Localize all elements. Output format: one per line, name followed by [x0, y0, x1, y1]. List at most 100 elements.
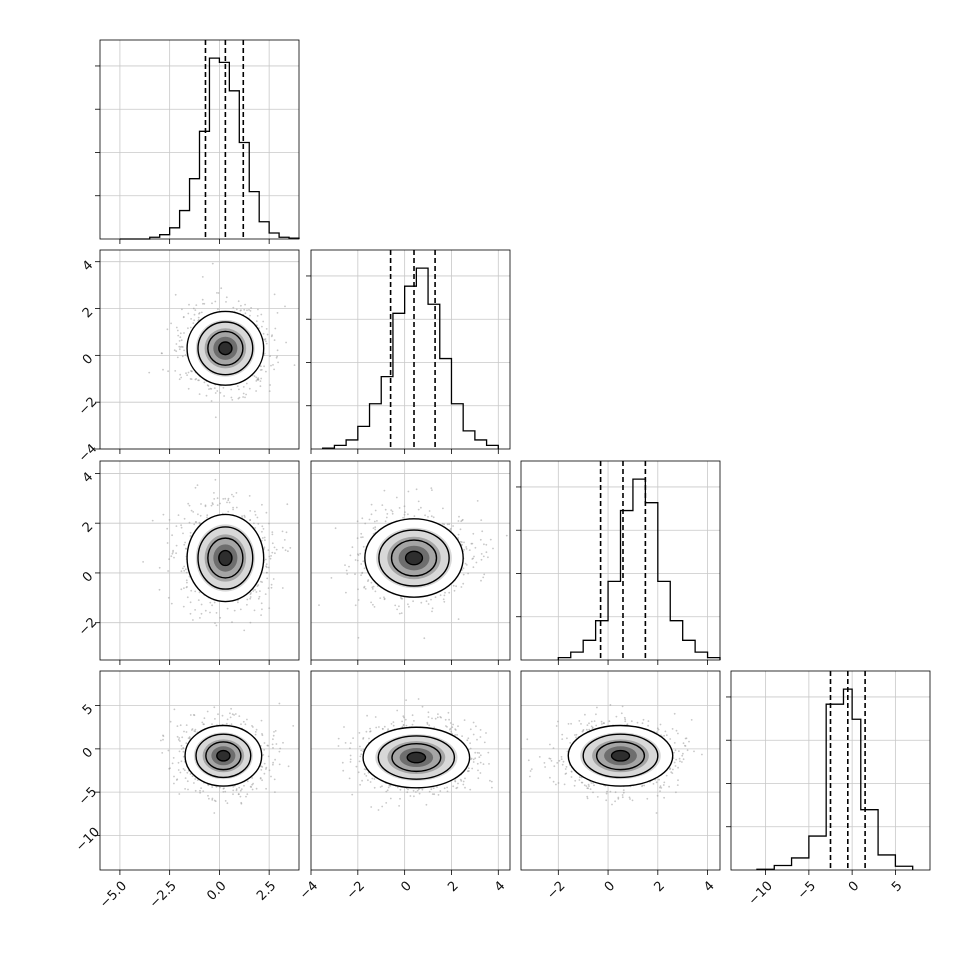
scatter-point — [463, 719, 466, 721]
scatter-point — [240, 309, 242, 312]
scatter-point — [675, 791, 677, 794]
density-level — [406, 551, 422, 565]
scatter-point — [431, 607, 434, 610]
scatter-point — [203, 717, 206, 720]
scatter-point — [391, 512, 394, 515]
scatter-point — [349, 747, 351, 750]
scatter-point — [260, 614, 262, 616]
scatter-point — [142, 561, 145, 563]
scatter-point — [273, 546, 276, 549]
scatter-point — [411, 723, 414, 726]
scatter-point — [170, 555, 173, 558]
scatter-point — [460, 780, 463, 782]
scatter-point — [383, 596, 385, 599]
scatter-point — [219, 616, 222, 619]
scatter-point — [417, 698, 420, 700]
scatter-point — [177, 769, 180, 771]
scatter-point — [238, 396, 241, 399]
scatter-point — [359, 783, 361, 786]
scatter-point — [412, 789, 415, 792]
scatter-point — [176, 329, 179, 332]
scatter-point — [213, 387, 216, 389]
scatter-point — [464, 777, 466, 780]
scatter-point — [211, 262, 214, 265]
scatter-point — [596, 706, 598, 709]
scatter-point — [243, 629, 246, 632]
scatter-point — [206, 710, 209, 713]
scatter-point — [385, 802, 388, 804]
scatter-point — [195, 521, 198, 523]
scatter-point — [449, 722, 452, 724]
scatter-point — [177, 514, 180, 516]
scatter-point — [214, 392, 217, 394]
scatter-point — [186, 771, 189, 774]
scatter-point — [578, 779, 581, 781]
histogram-step — [756, 688, 914, 870]
scatter-point — [151, 519, 154, 522]
scatter-point — [184, 568, 187, 571]
scatter-point — [180, 748, 183, 750]
scatter-point — [199, 617, 201, 619]
histogram-step — [557, 478, 721, 660]
scatter-point — [216, 504, 219, 506]
scatter-point — [200, 503, 202, 505]
scatter-point — [266, 577, 269, 580]
scatter-point — [473, 555, 475, 558]
scatter-point — [360, 563, 363, 565]
scatter-point — [217, 308, 219, 310]
scatter-point — [276, 355, 278, 358]
scatter-point — [401, 597, 404, 600]
scatter-point — [396, 786, 399, 789]
scatter-point — [447, 711, 450, 714]
scatter-point — [479, 761, 482, 764]
scatter-point — [232, 793, 234, 796]
scatter-point — [245, 382, 248, 385]
scatter-point — [318, 604, 320, 606]
scatter-point — [190, 318, 193, 320]
scatter-point — [425, 600, 428, 603]
scatter-point — [552, 747, 555, 749]
scatter-point — [439, 716, 442, 718]
scatter-point — [189, 531, 192, 534]
scatter-point — [202, 302, 204, 305]
scatter-point — [242, 386, 245, 388]
scatter-point — [185, 571, 188, 574]
scatter-point — [184, 777, 187, 779]
scatter-point — [260, 377, 263, 380]
panel-frame — [520, 460, 721, 661]
scatter-point — [179, 373, 182, 376]
scatter-point — [224, 790, 227, 793]
scatter-point — [278, 750, 281, 753]
scatter-point — [237, 300, 240, 303]
scatter-point — [192, 619, 194, 621]
scatter-point — [184, 354, 187, 356]
scatter-point — [474, 757, 477, 760]
scatter-point — [413, 515, 416, 517]
scatter-point — [192, 511, 195, 513]
scatter-point — [198, 591, 201, 594]
contour-line — [218, 341, 233, 356]
scatter-point — [183, 543, 186, 546]
scatter-point — [337, 745, 340, 747]
scatter-point — [185, 547, 187, 550]
scatter-point — [407, 603, 409, 606]
scatter-point — [316, 739, 318, 741]
scatter-point — [485, 543, 488, 546]
scatter-point — [465, 564, 468, 566]
scatter-point — [180, 744, 183, 747]
scatter-point — [226, 802, 229, 805]
scatter-point — [264, 558, 267, 561]
scatter-point — [190, 589, 193, 592]
scatter-point — [194, 309, 197, 311]
scatter-point — [343, 726, 345, 728]
scatter-point — [357, 636, 360, 639]
scatter-point — [188, 303, 190, 306]
panel-2d-0-3 — [95, 670, 318, 875]
density-level — [219, 342, 232, 355]
scatter-point — [363, 768, 366, 770]
scatter-point — [369, 727, 371, 730]
scatter-point — [244, 723, 247, 726]
scatter-point — [175, 544, 178, 547]
panel-frame — [310, 670, 511, 871]
scatter-point — [485, 732, 487, 734]
